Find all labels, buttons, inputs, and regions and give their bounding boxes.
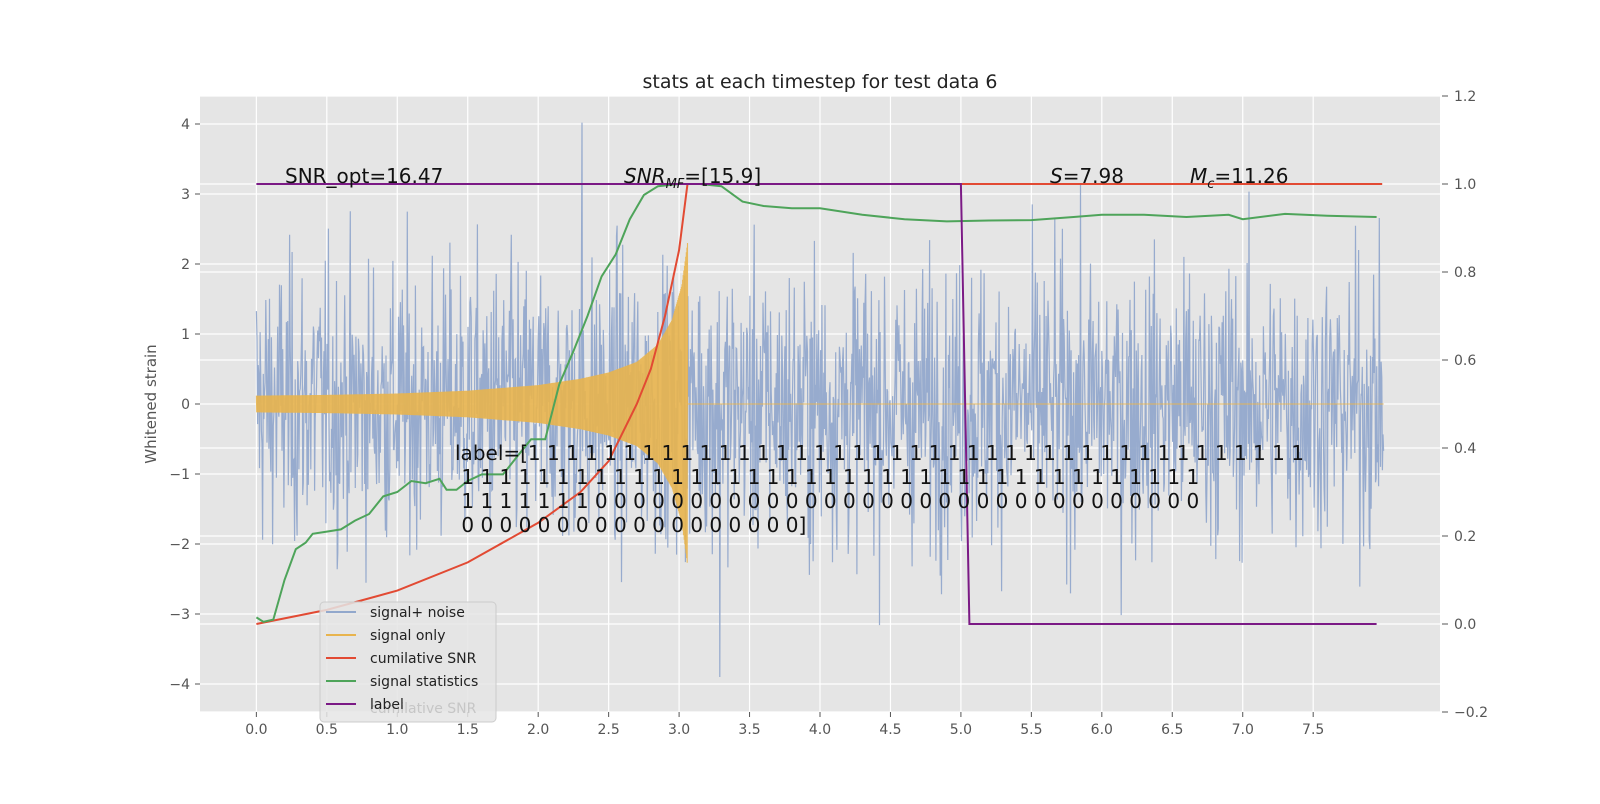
y-tick-label: −2 bbox=[169, 537, 190, 553]
annotation-snr-mf: SNRMF=[15.9] bbox=[624, 164, 761, 192]
x-tick-label: 3.0 bbox=[668, 722, 690, 738]
s-value: =7.98 bbox=[1063, 164, 1124, 188]
signal-only-series bbox=[255, 242, 1384, 563]
x-tick-label: 3.5 bbox=[738, 722, 760, 738]
x-tick-label: 0.5 bbox=[316, 722, 338, 738]
signal-statistics-line bbox=[255, 183, 1377, 623]
annotation-snr-opt: SNR_opt=16.47 bbox=[285, 164, 443, 188]
legend-box bbox=[319, 601, 497, 723]
line-series bbox=[255, 183, 1383, 625]
legend-label: cumilative SNR bbox=[370, 651, 477, 667]
label-array-line: 0 0 0 0 0 0 0 0 0 0 0 0 0 0 0 0 0 0] bbox=[455, 513, 806, 537]
y-tick-label: 4 bbox=[181, 117, 190, 133]
y-tick-label: 0 bbox=[181, 397, 190, 413]
x-tick-label: 5.5 bbox=[1020, 722, 1042, 738]
mc-value: =11.26 bbox=[1214, 164, 1288, 188]
y2-tick-label: 0.0 bbox=[1454, 617, 1476, 633]
x-tick-label: 4.5 bbox=[879, 722, 901, 738]
y-tick-label: −1 bbox=[169, 467, 190, 483]
y2-tick-label: 0.8 bbox=[1454, 265, 1476, 281]
x-tick-label: 6.0 bbox=[1091, 722, 1113, 738]
cumilative-snr-line bbox=[256, 183, 1383, 625]
mc-prefix: M bbox=[1190, 164, 1207, 188]
y2-tick-label: −0.2 bbox=[1454, 705, 1488, 721]
signal-only-line bbox=[255, 242, 1384, 563]
x-tick-label: 7.0 bbox=[1232, 722, 1254, 738]
label-array-line: label=[1 1 1 1 1 1 1 1 1 1 1 1 1 1 1 1 1… bbox=[455, 441, 1304, 465]
legend-items: signal+ noise signal only cumilative SNR si… bbox=[326, 605, 478, 713]
y-axis-label: Whitened strain bbox=[142, 344, 160, 463]
x-tick-label: 7.5 bbox=[1302, 722, 1324, 738]
y2-tick-label: 1.0 bbox=[1454, 177, 1476, 193]
x-tick-label: 0.0 bbox=[245, 722, 267, 738]
snr-mf-subscript: MF bbox=[666, 177, 685, 192]
x-tick-label: 1.0 bbox=[386, 722, 408, 738]
y-tick-label: 2 bbox=[181, 257, 190, 273]
annotation-mc: Mc=11.26 bbox=[1190, 164, 1288, 192]
legend-label: signal only bbox=[370, 628, 445, 644]
x-tick-label: 2.5 bbox=[598, 722, 620, 738]
label-array-line: 1 1 1 1 1 1 1 0 0 0 0 0 0 0 0 0 0 0 0 0 … bbox=[455, 489, 1199, 513]
legend-label: signal+ noise bbox=[370, 605, 465, 621]
label-line bbox=[256, 183, 1377, 625]
y-tick-label: −4 bbox=[169, 677, 190, 693]
legend-label: label bbox=[370, 697, 404, 713]
snr-mf-value: =[15.9] bbox=[684, 164, 761, 188]
y2-tick-label: 0.4 bbox=[1454, 441, 1476, 457]
legend: cumilative SNR signal+ noise signal only c… bbox=[319, 601, 497, 723]
y-tick-label: −3 bbox=[169, 607, 190, 623]
signal-noise-line bbox=[255, 122, 1385, 678]
y2-tick-label: 1.2 bbox=[1454, 89, 1476, 105]
x-tick-label: 6.5 bbox=[1161, 722, 1183, 738]
x-tick-label: 4.0 bbox=[809, 722, 831, 738]
legend-ghost-text: cumilative SNR bbox=[370, 701, 477, 717]
label-array-line: 1 1 1 1 1 1 1 1 1 1 1 1 1 1 1 1 1 1 1 1 … bbox=[455, 465, 1199, 489]
annotation-s: S=7.98 bbox=[1050, 164, 1124, 188]
signal-noise-series bbox=[255, 122, 1385, 678]
annotation-label-array: label=[1 1 1 1 1 1 1 1 1 1 1 1 1 1 1 1 1… bbox=[455, 441, 1304, 537]
x-tick-label: 2.0 bbox=[527, 722, 549, 738]
y-tick-label: 1 bbox=[181, 327, 190, 343]
snr-mf-prefix: SNR bbox=[624, 164, 666, 188]
y2-tick-label: 0.2 bbox=[1454, 529, 1476, 545]
x-tick-label: 5.0 bbox=[950, 722, 972, 738]
y2-tick-label: 0.6 bbox=[1454, 353, 1476, 369]
s-prefix: S bbox=[1050, 164, 1063, 188]
x-tick-label: 1.5 bbox=[457, 722, 479, 738]
axes: 0.0 0.5 1.0 1.5 2.0 2.5 3.0 3.5 4.0 4.5 5.0 5.5 6.0 6… bbox=[169, 89, 1488, 738]
chart-title: stats at each timestep for test data 6 bbox=[642, 71, 997, 93]
legend-label: signal statistics bbox=[370, 674, 478, 690]
y-tick-label: 3 bbox=[181, 187, 190, 203]
mc-subscript: c bbox=[1207, 177, 1214, 192]
